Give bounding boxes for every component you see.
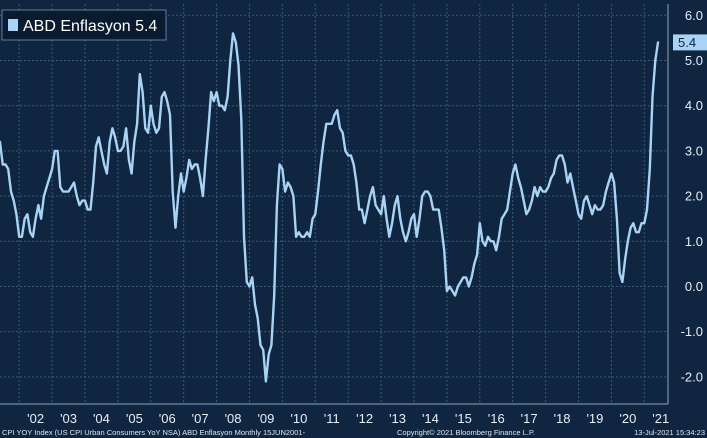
x-tick-label: '09 [257, 411, 274, 426]
series-line-abd-enflasyon [0, 32, 660, 383]
x-tick-label: '21 [652, 411, 669, 426]
y-tick-label: 3.0 [685, 143, 703, 158]
last-value-badge [673, 34, 707, 51]
x-tick-label: '07 [192, 411, 209, 426]
x-tick-label: '10 [290, 411, 307, 426]
x-tick-label: '16 [488, 411, 505, 426]
legend: ABD Enflasyon 5.4 [1, 9, 167, 41]
footer-source: CPI YOY Index (US CPI Urban Consumers Yo… [2, 428, 306, 437]
y-tick-label: 2.0 [685, 189, 703, 204]
x-tick-label: '11 [324, 411, 340, 426]
legend-swatch [8, 19, 18, 31]
gridlines [0, 4, 669, 405]
y-tick-label: 4.0 [685, 98, 703, 113]
x-tick-label: '02 [27, 411, 44, 426]
footer-timestamp: 13-Jul-2021 15:34:23 [634, 428, 705, 437]
x-tick-label: '20 [619, 411, 636, 426]
y-axis-ticks: 6.0 5.0 4.0 3.0 2.0 1.0 0.0 -1.0 -2.0 [681, 8, 703, 385]
x-tick-label: '13 [389, 411, 406, 426]
last-value-marker: 5.4 [673, 34, 707, 51]
y-tick-label: 0.0 [685, 279, 703, 294]
y-tick-label: -1.0 [681, 324, 703, 339]
y-tick-label: 1.0 [685, 234, 703, 249]
legend-label: ABD Enflasyon 5.4 [23, 18, 157, 35]
y-tick-label: 6.0 [685, 8, 703, 23]
footer-copyright: Copyright© 2021 Bloomberg Finance L.P. [397, 428, 535, 437]
x-tick-label: '06 [159, 411, 176, 426]
x-tick-label: '08 [225, 411, 242, 426]
footer: CPI YOY Index (US CPI Urban Consumers Yo… [2, 428, 705, 437]
x-tick-label: '18 [554, 411, 571, 426]
x-tick-label: '14 [422, 411, 439, 426]
x-tick-label: '15 [455, 411, 472, 426]
y-tick-label: 5.0 [685, 53, 703, 68]
x-tick-label: '19 [586, 411, 603, 426]
y-tick-label: -2.0 [681, 369, 703, 384]
last-value-label: 5.4 [678, 35, 696, 50]
legend-box [1, 9, 167, 41]
x-tick-label: '12 [356, 411, 373, 426]
x-tick-label: '05 [126, 411, 143, 426]
x-tick-label: '03 [60, 411, 77, 426]
x-axis-ticks: '02 '03 '04 '05 '06 '07 '08 '09 '10 '11 '12 '13 '14 '… [27, 411, 669, 426]
x-tick-label: '04 [93, 411, 110, 426]
x-tick-label: '17 [521, 411, 538, 426]
